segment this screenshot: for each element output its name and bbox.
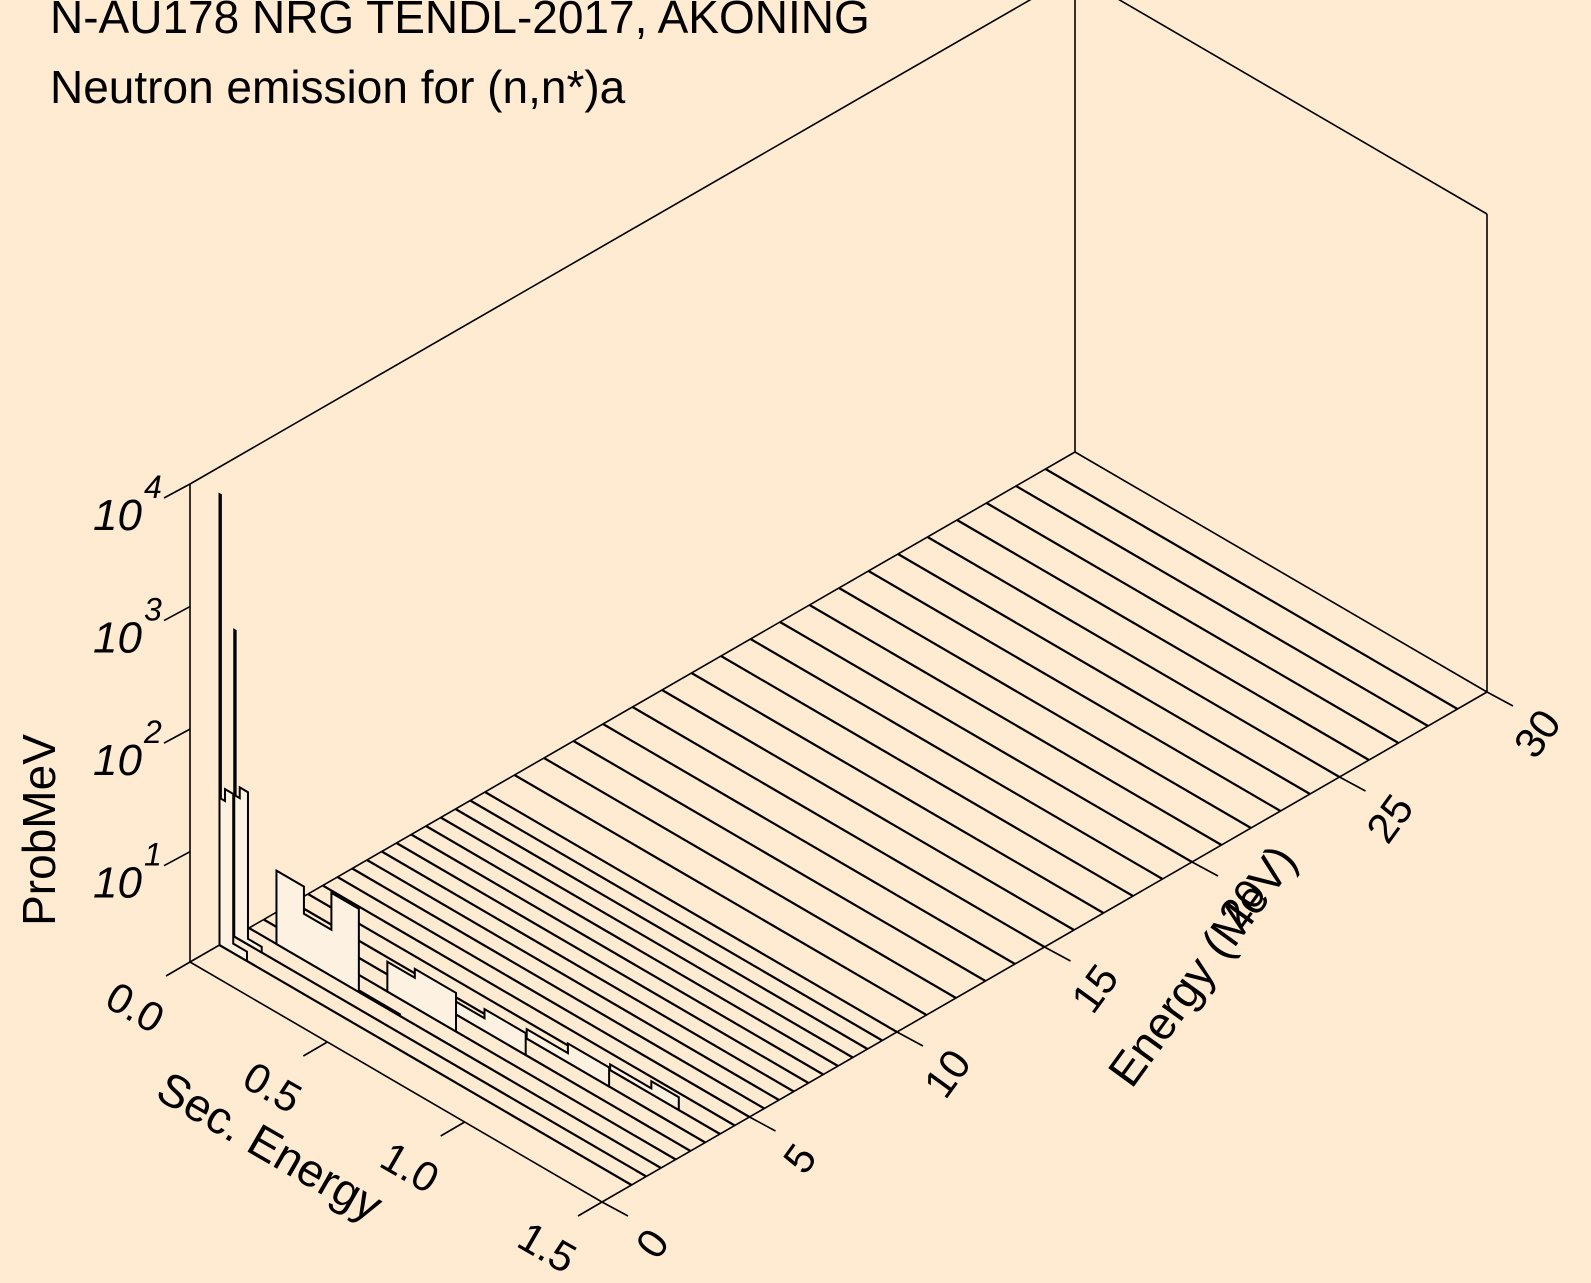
x-axis-line: [189, 961, 603, 1203]
spectrum-baseline-line: [233, 935, 647, 1178]
spectrum-baseline-line: [410, 833, 824, 1076]
spectrum-baseline-line: [838, 587, 1252, 829]
z-tick-label: 102: [93, 714, 162, 785]
spectrum-baseline-line: [779, 621, 1193, 863]
spectrum-baseline-line: [381, 850, 795, 1093]
spectrum-histogram: [218, 492, 248, 963]
spectrum-baseline-line: [1015, 485, 1429, 727]
y-tick-label: 25: [1357, 786, 1422, 851]
z-axis-label: ProbMeV: [13, 734, 65, 926]
y-tick-mark: [896, 1031, 924, 1047]
x-tick-mark: [302, 1041, 328, 1057]
spectrum-baseline-line: [956, 519, 1370, 761]
spectrum-baseline-line: [440, 816, 854, 1059]
chart-title: N-AU178 NRG TENDL-2017, AKONING: [50, 0, 870, 43]
spectrum-baseline-line: [543, 757, 957, 999]
z-tick-exponent: 1: [144, 837, 162, 873]
y-tick-label: 0: [626, 1220, 678, 1267]
x-tick-mark: [165, 961, 191, 977]
spectrum-baseline-line: [351, 867, 765, 1110]
spectrum-baseline-line: [366, 859, 780, 1101]
y-tick-label: 15: [1062, 956, 1127, 1021]
spectrum-baseline-line: [572, 740, 987, 982]
spectrum-histogram: [609, 1062, 680, 1112]
spectrum-baseline-line: [218, 944, 633, 1186]
z-tick-mark: [163, 483, 191, 499]
x-tick-label: 0.0: [98, 972, 172, 1042]
spectrum-baseline-line: [513, 774, 928, 1016]
spectrum-histogram: [386, 960, 458, 1034]
spectrum-baseline-line: [425, 825, 839, 1067]
spectrum-baseline-line: [484, 791, 898, 1033]
spectrum-baseline-line: [661, 689, 1075, 931]
z-tick-mark: [163, 605, 191, 622]
box-edge-top: [189, 0, 1032, 485]
spectrum-baseline-line: [897, 553, 1311, 795]
z-tick-exponent: 2: [143, 714, 162, 750]
spectrum-histogram: [233, 628, 263, 955]
spectrum-baseline-line: [720, 655, 1134, 897]
spectrum-baseline-line: [867, 570, 1282, 812]
z-tick-exponent: 4: [144, 469, 162, 505]
x-tick-label: 1.5: [510, 1212, 584, 1282]
spectrum-baseline-line: [631, 706, 1046, 948]
spectrum-baseline-line: [1044, 468, 1459, 710]
y-tick-mark: [1191, 861, 1219, 877]
y-tick-mark: [749, 1116, 776, 1132]
spectrum-baseline-line: [690, 672, 1105, 914]
y-tick-mark: [1339, 776, 1366, 792]
box-edge-top-right: [1118, 0, 1488, 215]
spectrum-baseline-line: [985, 502, 1400, 744]
spectrum-baseline-line: [926, 536, 1341, 778]
y-tick-mark: [601, 1201, 629, 1217]
y-tick-mark: [1486, 691, 1514, 707]
x-tick-mark: [577, 1201, 603, 1217]
spectrum-baseline-line: [749, 638, 1164, 880]
z-tick-mark: [163, 850, 191, 867]
z-tick-label: 103: [93, 592, 162, 663]
y-tick-label: 10: [915, 1041, 980, 1106]
x-tick-mark: [440, 1121, 466, 1137]
y-tick-mark: [1044, 946, 1071, 962]
y-tick-label: 5: [774, 1135, 826, 1182]
plot-box: [189, 0, 1488, 963]
z-tick-label: 101: [93, 837, 162, 908]
spectrum-baseline-line: [395, 842, 810, 1084]
spectrum-baseline-line: [602, 723, 1016, 965]
y-tick-label: 30: [1505, 701, 1570, 766]
spectra-lines: [218, 468, 1459, 1186]
spectrum-histogram: [275, 868, 402, 1018]
z-tick-base: 10: [93, 859, 142, 908]
z-tick-base: 10: [93, 491, 142, 540]
spectrum-histogram: [525, 1027, 611, 1089]
y-axis-label: Energy (MeV): [1098, 836, 1307, 1096]
spectrum-baseline-line: [469, 799, 883, 1042]
spectrum-baseline-line: [322, 884, 736, 1127]
z-tick-base: 10: [93, 736, 142, 785]
z-tick-base: 10: [93, 614, 142, 663]
chart-subtitle: Neutron emission for (n,n*)a: [50, 61, 626, 113]
spectrum-baseline-line: [454, 808, 869, 1050]
spectrum-baseline-line: [808, 604, 1223, 846]
z-tick-exponent: 3: [144, 592, 162, 628]
spectrum-baseline-line: [336, 876, 751, 1118]
z-tick-mark: [163, 728, 191, 744]
box-edge-floor-right: [1074, 451, 1488, 693]
z-tick-label: 104: [93, 469, 162, 540]
